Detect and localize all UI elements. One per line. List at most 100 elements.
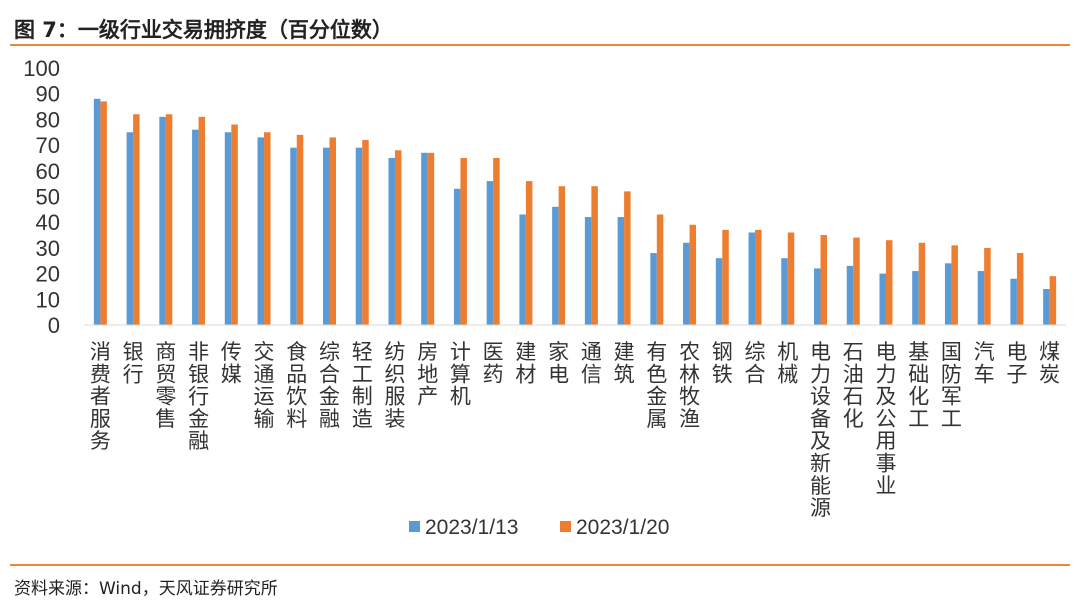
y-tick-label: 50	[36, 185, 60, 210]
bar-series-1	[192, 129, 199, 325]
bar-series-2	[264, 132, 271, 325]
y-tick-label: 20	[36, 262, 60, 287]
bar-series-1	[584, 217, 592, 325]
y-tick-label: 90	[36, 82, 60, 107]
x-axis: 消费者服务银行商贸零售非银行金融传媒交通运输食品饮料综合金融轻工制造纺织服装房地…	[90, 340, 1060, 520]
bar-series-1	[93, 98, 101, 325]
y-tick-label: 70	[36, 133, 60, 158]
bar-series-1	[781, 258, 788, 325]
bar-series-1	[453, 188, 461, 325]
bar-series-2	[722, 229, 729, 325]
bar-series-2	[820, 235, 827, 325]
bar-series-2	[525, 181, 533, 325]
x-tick-label: 机械	[777, 340, 798, 386]
x-tick-label: 商贸零售	[155, 340, 176, 431]
bar-series-1	[1010, 278, 1017, 325]
bar-series-1	[944, 263, 952, 325]
x-tick-label: 建材	[515, 340, 536, 386]
x-tick-label: 综合	[745, 340, 766, 386]
legend-swatch	[409, 521, 420, 532]
bar-series-2	[951, 245, 958, 325]
x-tick-label: 电力设备及新能源	[810, 340, 831, 520]
legend-label: 2023/1/20	[576, 516, 669, 539]
x-tick-label: 消费者服务	[90, 340, 111, 453]
bar-series-2	[362, 139, 369, 325]
x-tick-label: 银行	[123, 340, 144, 386]
bars	[93, 98, 1057, 325]
bar-series-2	[624, 191, 631, 325]
bar-series-1	[683, 242, 690, 325]
bar-series-2	[231, 124, 238, 325]
bar-series-2	[918, 242, 926, 325]
bar-series-1	[879, 273, 886, 325]
bar-series-1	[290, 147, 297, 325]
y-tick-label: 80	[36, 107, 60, 132]
bar-series-1	[388, 157, 395, 325]
x-tick-label: 纺织服装	[384, 340, 405, 431]
bar-series-2	[787, 232, 795, 325]
legend-swatch	[560, 521, 571, 532]
x-tick-label: 电子	[1006, 340, 1027, 386]
x-tick-label: 汽车	[974, 340, 995, 386]
bar-series-1	[159, 116, 166, 325]
bar-series-1	[617, 217, 625, 325]
y-tick-label: 40	[36, 210, 60, 235]
bar-series-2	[984, 247, 991, 325]
source-note: 资料来源：Wind，天风证券研究所	[14, 579, 278, 599]
x-tick-label: 农林牧渔	[679, 340, 700, 431]
x-tick-label: 综合金融	[319, 340, 340, 431]
x-tick-label: 有色金属	[646, 340, 667, 431]
y-tick-label: 100	[23, 56, 60, 81]
page-title: 图 7：一级行业交易拥挤度（百分位数）	[14, 18, 393, 42]
bar-series-2	[329, 137, 336, 325]
x-tick-label: 通信	[581, 340, 602, 386]
bar-series-1	[323, 147, 330, 325]
bar-series-1	[224, 132, 232, 325]
bar-series-2	[755, 229, 762, 325]
bar-series-1	[355, 147, 363, 325]
bar-series-1	[486, 181, 494, 325]
bar-series-1	[1043, 289, 1050, 325]
bar-series-2	[1049, 276, 1057, 325]
x-tick-label: 房地产	[417, 340, 438, 409]
bar-series-2	[591, 186, 598, 325]
y-tick-label: 30	[36, 236, 60, 261]
bar-series-1	[977, 271, 985, 325]
y-tick-label: 60	[36, 159, 60, 184]
bar-series-2	[394, 150, 402, 325]
bar-series-1	[519, 214, 526, 325]
x-tick-label: 食品饮料	[286, 340, 307, 431]
x-tick-label: 石油石化	[843, 340, 864, 431]
x-tick-label: 计算机	[450, 340, 471, 409]
bar-series-2	[689, 224, 697, 325]
y-tick-label: 0	[48, 313, 60, 338]
bar-series-2	[460, 157, 467, 325]
x-tick-label: 国防军工	[941, 340, 962, 431]
x-tick-label: 家电	[548, 340, 569, 386]
bar-series-2	[853, 237, 860, 325]
y-tick-label: 10	[36, 287, 60, 312]
x-tick-label: 交通运输	[254, 340, 275, 431]
bar-series-2	[1016, 253, 1024, 325]
legend: 2023/1/13 2023/1/20	[409, 516, 669, 539]
bar-series-1	[650, 253, 657, 325]
bar-series-1	[421, 152, 428, 325]
bar-series-2	[296, 134, 304, 325]
x-tick-label: 建筑	[614, 340, 635, 386]
x-tick-label: 电力及公用事业	[875, 340, 896, 498]
bar-series-2	[885, 240, 893, 325]
bar-series-2	[427, 152, 435, 325]
bar-series-2	[165, 114, 173, 325]
bar-series-1	[126, 132, 134, 325]
x-tick-label: 传媒	[221, 340, 242, 386]
bar-series-2	[198, 116, 206, 325]
legend-label: 2023/1/13	[425, 516, 518, 539]
title-divider	[10, 44, 1070, 46]
bar-series-2	[133, 114, 140, 325]
bar-series-1	[846, 265, 854, 325]
bar-series-2	[100, 101, 107, 325]
source-divider	[10, 564, 1070, 566]
bar-series-1	[748, 232, 756, 325]
x-tick-label: 轻工制造	[352, 340, 373, 431]
